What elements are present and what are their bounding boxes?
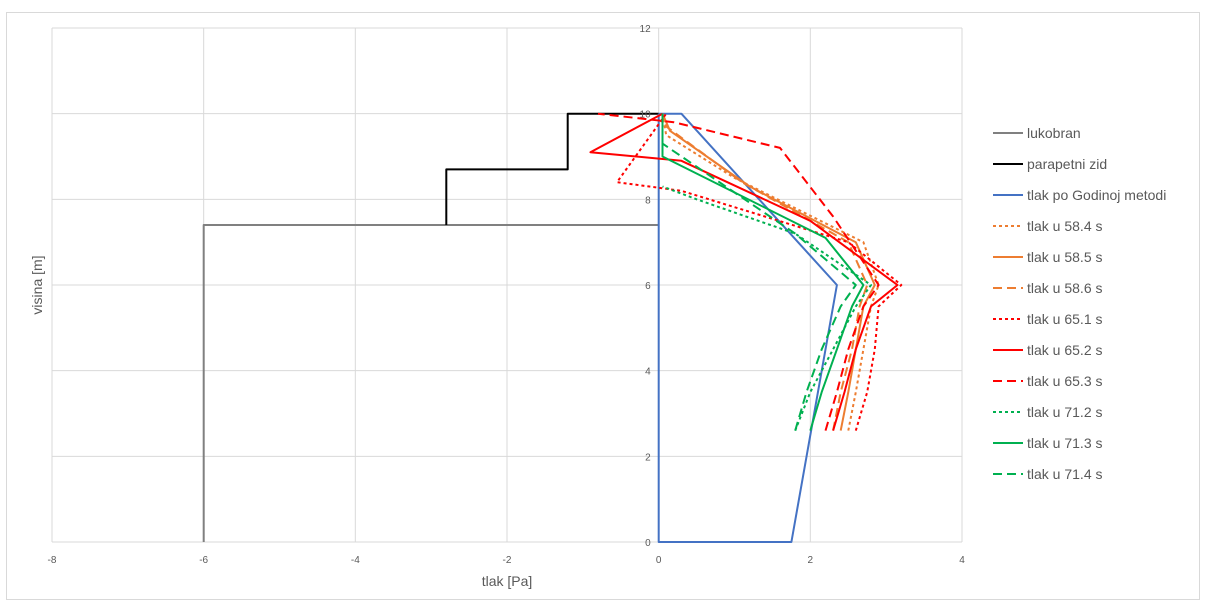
x-tick-label: -2 [503,555,512,566]
series-line-tlak-u-65-3-s [597,112,880,431]
series-line-tlak-u-65-1-s [616,113,903,431]
chart-frame [6,12,1200,600]
legend-label: tlak u 58.6 s [1027,280,1103,296]
series-line-tlak-u-71-4-s [661,113,857,431]
legend-label: tlak po Godinoj metodi [1027,187,1166,203]
x-tick-label: -8 [48,555,57,566]
x-tick-label: -6 [199,555,208,566]
x-tick-label: 0 [656,555,662,566]
series-line-tlak-u-58-4-s [661,113,880,431]
legend: lukobran parapetni zid tlak po Godinoj met… [993,125,1166,482]
y-tick-label: 12 [640,24,652,35]
legend-label: tlak u 71.3 s [1027,435,1103,451]
legend-label: tlak u 58.4 s [1027,218,1103,234]
legend-label: tlak u 58.5 s [1027,249,1103,265]
y-axis-title: visina [m] [29,255,45,314]
y-tick-label: 4 [645,367,651,378]
legend-label: tlak u 65.1 s [1027,311,1103,327]
x-tick-label: -4 [351,555,360,566]
series-line-tlak-u-65-2-s [589,112,899,431]
series-line-tlak-u-71-3-s [661,113,865,431]
x-axis-title: tlak [Pa] [482,573,533,589]
series-line-tlak-u-58-5-s [661,113,876,431]
legend-label: tlak u 65.3 s [1027,373,1103,389]
y-tick-label: 10 [640,110,652,121]
y-tick-label: 0 [645,538,651,549]
legend-label: tlak u 71.4 s [1027,466,1103,482]
y-tick-label: 8 [645,195,651,206]
y-tick-label: 2 [645,452,651,463]
series-line-tlak-u-71-2-s [662,185,872,431]
gridlines [51,27,963,543]
y-tick-labels: 0 2 4 6 8 10 12 [640,24,652,549]
x-tick-label: 2 [808,555,814,566]
legend-label: parapetni zid [1027,156,1107,172]
legend-label: lukobran [1027,125,1081,141]
x-tick-label: 4 [959,555,965,566]
series-line-tlak-u-58-6-s [661,113,869,431]
series-lines [202,112,903,543]
series-line-lukobran [202,224,659,542]
legend-label: tlak u 71.2 s [1027,404,1103,420]
x-tick-labels: -8 -6 -4 -2 0 2 4 [48,555,966,566]
y-tick-label: 6 [645,281,651,292]
legend-label: tlak u 65.2 s [1027,342,1103,358]
series-line-tlak-po-godinoj-metodi [657,112,838,543]
